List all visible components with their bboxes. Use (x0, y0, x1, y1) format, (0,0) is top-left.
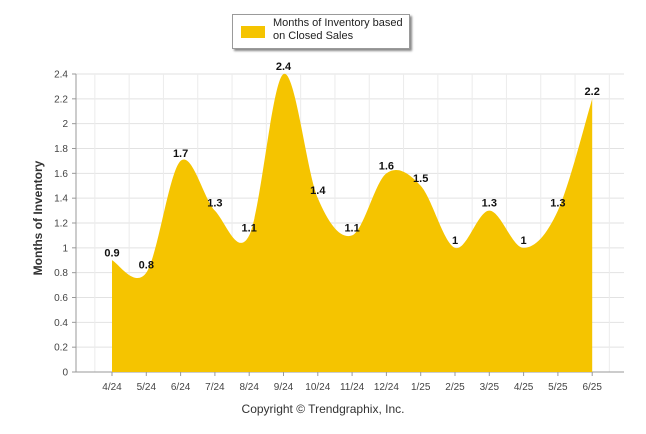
data-label: 0.9 (104, 247, 119, 259)
x-tick-label: 6/25 (582, 382, 602, 393)
x-tick-label: 4/24 (102, 382, 122, 393)
x-tick-label: 11/24 (340, 382, 365, 393)
y-tick-label: 1.4 (54, 194, 68, 205)
data-label: 1 (452, 235, 458, 247)
x-tick-label: 5/24 (137, 382, 157, 393)
x-tick-label: 6/24 (171, 382, 191, 393)
data-label: 1.7 (173, 148, 188, 160)
x-tick-label: 8/24 (239, 382, 259, 393)
y-tick-label: 1.8 (54, 144, 68, 155)
x-tick-label: 2/25 (445, 382, 465, 393)
y-tick-label: 0.4 (54, 318, 68, 329)
y-tick-label: 0.2 (54, 343, 68, 354)
data-label: 2.2 (585, 86, 600, 98)
y-tick-label: 1.2 (54, 219, 68, 230)
y-tick-label: 1 (62, 243, 68, 254)
data-label: 1.1 (242, 222, 257, 234)
legend-swatch (241, 26, 265, 38)
chart-legend: Months of Inventory based on Closed Sale… (232, 14, 410, 49)
x-tick-label: 5/25 (548, 382, 568, 393)
y-tick-label: 2 (62, 119, 68, 130)
data-label: 1.5 (413, 173, 428, 185)
y-tick-label: 2.2 (54, 94, 68, 105)
data-label: 1.1 (344, 222, 359, 234)
y-tick-label: 0 (62, 368, 68, 379)
x-tick-label: 10/24 (305, 382, 330, 393)
y-tick-label: 1.6 (54, 169, 68, 180)
data-label: 2.4 (276, 61, 292, 73)
x-tick-label: 1/25 (411, 382, 431, 393)
x-tick-label: 7/24 (205, 382, 225, 393)
data-label: 1.3 (482, 198, 497, 210)
y-tick-label: 0.8 (54, 268, 68, 279)
area-fill (112, 73, 593, 372)
y-tick-label: 0.6 (54, 293, 68, 304)
data-label: 0.8 (139, 260, 154, 272)
y-tick-label: 2.4 (54, 70, 68, 81)
y-tick-labels: 0 0.2 0.4 0.6 0.8 1 1.2 1.4 1.6 1.8 2 2.2 2.4 (54, 70, 68, 379)
data-labels: 0.9 0.8 1.7 1.3 1.1 2.4 1.4 1.1 1.6 1.5 1 1.3 1 1.3 2.… (104, 61, 599, 272)
data-label: 1.6 (379, 160, 394, 172)
series-area (111, 73, 593, 372)
x-tick-labels: 4/24 5/24 6/24 7/24 8/24 9/24 10/24 11/24 12/24 1… (102, 382, 602, 393)
x-tick-label: 12/24 (374, 382, 399, 393)
data-label: 1.4 (310, 185, 326, 197)
x-tick-label: 4/25 (514, 382, 534, 393)
legend-label: Months of Inventory based on Closed Sale… (273, 17, 403, 42)
x-tick-label: 3/25 (480, 382, 500, 393)
copyright-text: Copyright © Trendgraphix, Inc. (241, 402, 405, 416)
data-label: 1.3 (207, 198, 222, 210)
x-tick-label: 9/24 (274, 382, 294, 393)
data-label: 1.3 (550, 198, 565, 210)
data-label: 1 (521, 235, 527, 247)
y-axis-label: Months of Inventory (31, 160, 45, 275)
